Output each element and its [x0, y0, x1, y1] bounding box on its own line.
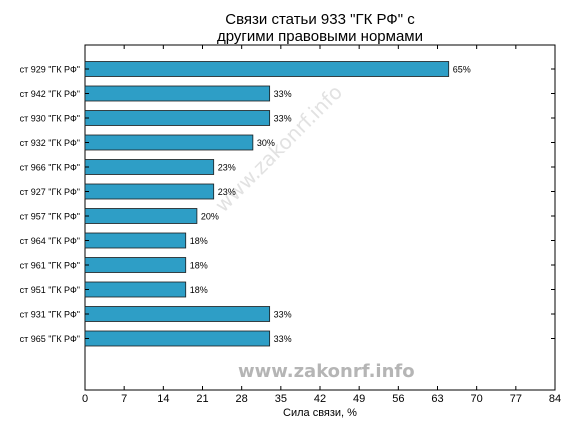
x-tick-label: 42 — [314, 393, 326, 405]
x-tick-label: 70 — [471, 393, 483, 405]
category-label: ст 961 "ГК РФ" — [20, 261, 80, 271]
bar-value-label: 65% — [453, 65, 471, 75]
bar-value-label: 23% — [218, 187, 236, 197]
bar-value-label: 18% — [190, 236, 208, 246]
category-label: ст 957 "ГК РФ" — [20, 212, 80, 222]
x-axis-label: Сила связи, % — [283, 407, 357, 419]
bar-value-label: 33% — [274, 114, 292, 124]
bar — [84, 183, 215, 200]
chart-title-line-1: Связи статьи 933 "ГК РФ" с — [225, 11, 415, 28]
x-tick-label: 21 — [196, 393, 208, 405]
bar-value-label: 23% — [218, 163, 236, 173]
x-tick-label: 0 — [82, 393, 88, 405]
bar — [84, 281, 187, 298]
x-axis-ticks: 0 7 14 21 28 35 42 49 56 63 70 77 84 — [82, 45, 561, 405]
bar — [84, 306, 271, 322]
category-label: ст 965 "ГК РФ" — [20, 334, 80, 344]
bar-value-label: 18% — [190, 261, 208, 271]
bar — [84, 110, 271, 126]
x-tick-label: 84 — [549, 393, 561, 405]
bar — [84, 85, 271, 102]
bar — [84, 257, 187, 273]
site-watermark: www.zakonrf.info — [238, 361, 415, 382]
category-label: ст 966 "ГК РФ" — [20, 163, 80, 173]
bar-value-label: 20% — [201, 212, 219, 222]
category-label: ст 964 "ГК РФ" — [20, 236, 80, 246]
bar-value-label: 18% — [190, 285, 208, 295]
bar-value-label: 30% — [257, 138, 275, 148]
bar — [84, 134, 254, 151]
bar — [84, 159, 215, 175]
category-label: ст 951 "ГК РФ" — [20, 285, 80, 295]
bar-series: ст 929 "ГК РФ" 65% ст 942 "ГК РФ" 33% ст 930… — [20, 61, 555, 347]
bar — [84, 330, 271, 347]
bar-value-label: 33% — [274, 334, 292, 344]
x-tick-label: 77 — [510, 393, 522, 405]
x-tick-label: 35 — [275, 393, 287, 405]
x-tick-label: 56 — [392, 393, 404, 405]
x-tick-label: 7 — [121, 393, 127, 405]
category-label: ст 930 "ГК РФ" — [20, 114, 80, 124]
x-tick-label: 49 — [353, 393, 365, 405]
bar — [84, 61, 450, 77]
category-label: ст 927 "ГК РФ" — [20, 187, 80, 197]
category-label: ст 929 "ГК РФ" — [20, 65, 80, 75]
bar-value-label: 33% — [274, 310, 292, 320]
x-tick-label: 28 — [236, 393, 248, 405]
x-tick-label: 14 — [157, 393, 169, 405]
chart-title-line-2: другими правовыми нормами — [216, 28, 423, 45]
category-label: ст 931 "ГК РФ" — [20, 310, 80, 320]
category-label: ст 942 "ГК РФ" — [20, 89, 80, 99]
bar-value-label: 33% — [274, 89, 292, 99]
bar — [84, 208, 198, 224]
x-tick-label: 63 — [431, 393, 443, 405]
bar — [84, 232, 187, 249]
category-label: ст 932 "ГК РФ" — [20, 138, 80, 148]
